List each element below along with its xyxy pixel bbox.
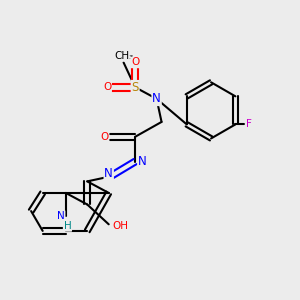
Text: N: N [57,211,65,221]
Text: O: O [100,132,109,142]
Text: N: N [152,92,161,105]
Text: OH: OH [112,221,128,231]
Text: N: N [138,155,147,168]
Text: O: O [131,58,139,68]
Text: O: O [103,82,111,92]
Text: CH₃: CH₃ [114,51,133,61]
Text: F: F [246,119,252,129]
Text: H: H [64,221,71,231]
Text: N: N [104,167,113,180]
Text: S: S [131,81,139,94]
